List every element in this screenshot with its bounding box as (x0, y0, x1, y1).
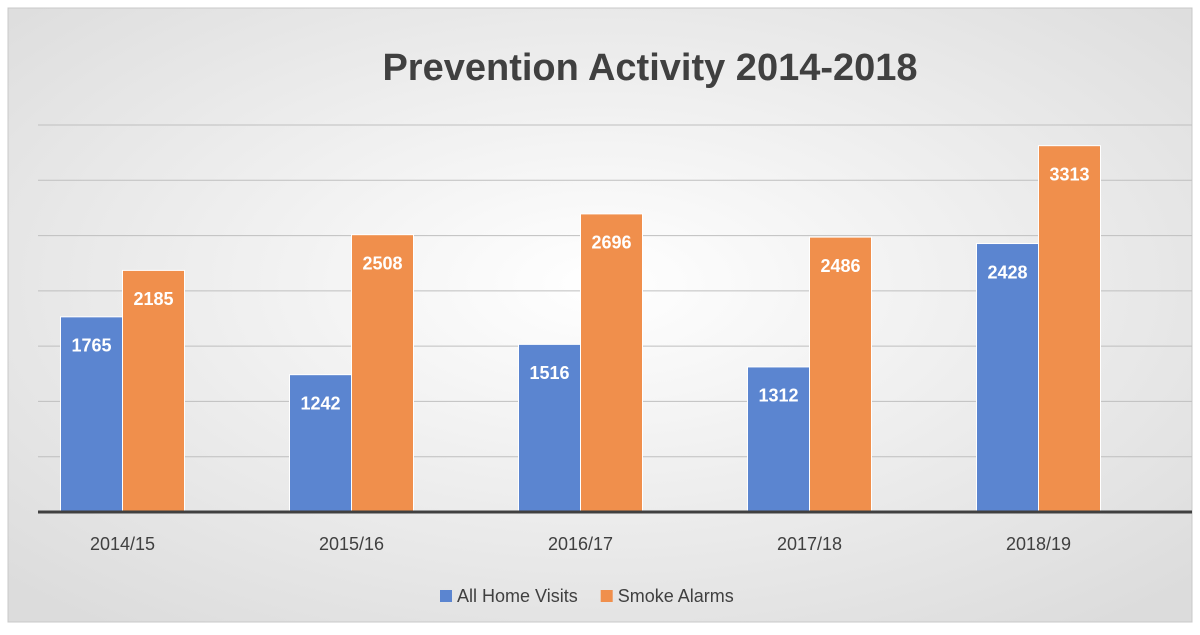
bar (747, 366, 810, 513)
data-label: 2486 (820, 256, 860, 276)
data-label: 2696 (591, 233, 631, 253)
legend-swatch (600, 590, 613, 602)
x-tick-label: 2014/15 (90, 534, 155, 554)
bar (809, 236, 872, 513)
bar (60, 316, 123, 513)
x-tick-label: 2016/17 (548, 534, 613, 554)
bar (1038, 145, 1101, 513)
bar (351, 234, 414, 513)
legend-label: All Home Visits (457, 586, 578, 606)
data-label: 2185 (133, 289, 173, 309)
legend-label: Smoke Alarms (618, 586, 734, 606)
x-tick-label: 2018/19 (1006, 534, 1071, 554)
bar (976, 243, 1039, 513)
data-label: 1516 (529, 363, 569, 383)
bar (122, 269, 185, 513)
data-label: 1242 (300, 393, 340, 413)
data-label: 3313 (1049, 164, 1089, 184)
data-label: 2508 (362, 253, 402, 273)
data-label: 2428 (987, 262, 1027, 282)
data-label: 1765 (71, 336, 111, 356)
x-tick-label: 2015/16 (319, 534, 384, 554)
chart-title: Prevention Activity 2014-2018 (382, 47, 917, 89)
data-label: 1312 (758, 386, 798, 406)
legend-swatch (440, 590, 452, 602)
x-tick-label: 2017/18 (777, 534, 842, 554)
bar (580, 213, 643, 513)
